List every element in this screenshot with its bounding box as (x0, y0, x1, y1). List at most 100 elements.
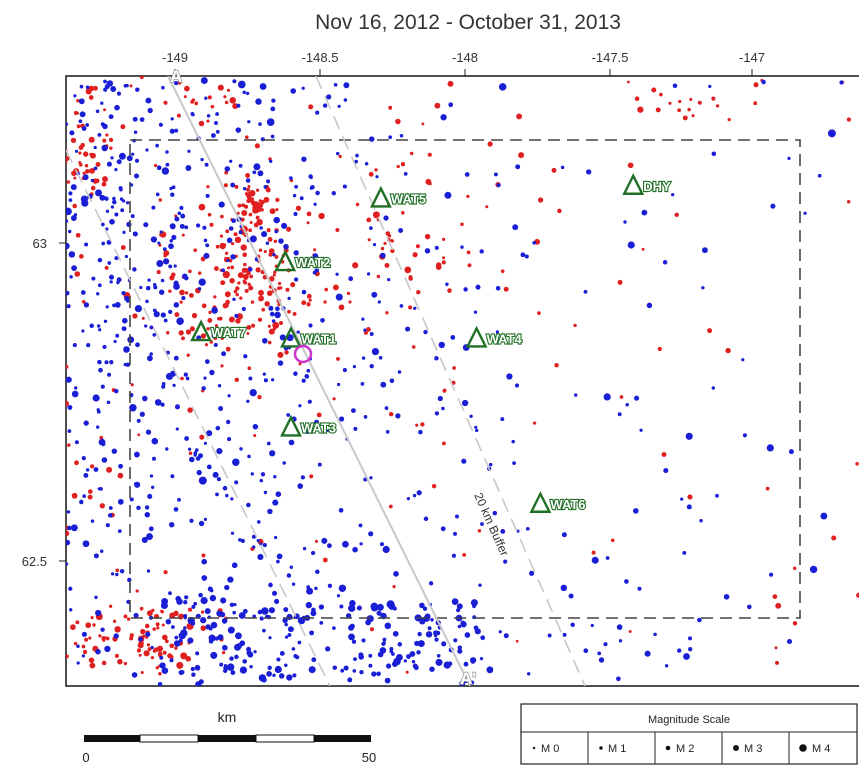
earthquake-event (248, 228, 252, 233)
earthquake-event (123, 83, 128, 88)
earthquake-event (711, 59, 716, 64)
earthquake-event (144, 511, 151, 518)
earthquake-event (161, 167, 170, 175)
earthquake-event (503, 286, 509, 292)
earthquake-event (147, 107, 153, 114)
earthquake-event (464, 632, 471, 638)
scale-min-label: 0 (82, 750, 89, 765)
earthquake-event (246, 399, 250, 403)
earthquake-event (319, 621, 324, 625)
earthquake-event (153, 285, 158, 290)
earthquake-event (176, 598, 183, 605)
earthquake-event (194, 448, 199, 452)
earthquake-event (787, 156, 791, 161)
earthquake-event (144, 505, 150, 510)
earthquake-event (268, 248, 275, 254)
earthquake-event (416, 650, 421, 655)
earthquake-event (170, 192, 175, 197)
earthquake-event (260, 199, 265, 205)
earthquake-event (306, 293, 312, 299)
earthquake-event (180, 224, 185, 229)
earthquake-event (257, 317, 263, 322)
magnitude-label: M 1 (608, 743, 626, 755)
earthquake-event (488, 462, 493, 467)
earthquake-event (138, 640, 144, 646)
earthquake-event (86, 342, 91, 348)
earthquake-event (424, 248, 431, 254)
earthquake-event (267, 340, 272, 345)
earthquake-event (267, 324, 271, 328)
earthquake-event (101, 660, 107, 666)
earthquake-event (316, 412, 322, 418)
earthquake-event (775, 660, 779, 665)
magnitude-label: M 0 (541, 743, 559, 755)
earthquake-event (218, 406, 224, 411)
earthquake-event (206, 185, 210, 189)
earthquake-event (99, 487, 103, 491)
earthquake-event (248, 285, 254, 291)
earthquake-event (247, 282, 251, 287)
earthquake-event (442, 388, 447, 393)
magnitude-symbol (599, 746, 603, 750)
earthquake-event (208, 638, 214, 644)
earthquake-event (105, 133, 109, 137)
earthquake-event (176, 113, 181, 118)
earthquake-event (297, 617, 306, 625)
earthquake-event (81, 631, 87, 637)
earthquake-event (89, 323, 94, 329)
earthquake-event (242, 252, 247, 258)
earthquake-event (358, 652, 364, 658)
earthquake-event (223, 183, 228, 188)
earthquake-event (416, 490, 422, 496)
earthquake-event (496, 183, 501, 188)
earthquake-event (354, 159, 358, 164)
scale-segment (84, 735, 140, 742)
earthquake-event (290, 282, 296, 288)
earthquake-event (272, 673, 276, 677)
earthquake-event (193, 601, 198, 606)
earthquake-event (668, 101, 672, 105)
earthquake-event (241, 306, 246, 312)
earthquake-event (95, 648, 101, 655)
earthquake-event (342, 540, 349, 548)
earthquake-event (215, 129, 220, 134)
earthquake-event (89, 152, 93, 157)
earthquake-event (268, 292, 272, 296)
earthquake-event (268, 582, 273, 588)
earthquake-event (306, 587, 314, 595)
earthquake-event (200, 333, 207, 339)
earthquake-event (176, 317, 184, 325)
earthquake-event (221, 644, 228, 651)
earthquake-event (415, 423, 419, 427)
earthquake-event (277, 351, 284, 358)
stations-layer: WAT5 DHY WAT2 WAT7 WAT1 WAT4 WAT3 WAT6 (190, 173, 672, 513)
earthquake-event (651, 87, 657, 93)
earthquake-event (300, 257, 304, 262)
earthquake-event (110, 572, 115, 576)
earthquake-event (306, 302, 311, 307)
earthquake-event (93, 553, 99, 559)
earthquake-event (155, 143, 159, 148)
earthquake-event (81, 126, 87, 131)
earthquake-event (246, 502, 251, 508)
earthquake-event (144, 623, 150, 629)
events-layer-red (66, 59, 859, 676)
earthquake-event (66, 160, 68, 164)
earthquake-event (405, 326, 411, 332)
earthquake-event (457, 648, 463, 654)
earthquake-event (624, 579, 629, 584)
earthquake-event (226, 258, 230, 263)
earthquake-event (466, 250, 471, 255)
earthquake-event (547, 633, 552, 638)
earthquake-event (226, 266, 231, 270)
earthquake-event (287, 296, 291, 301)
earthquake-event (207, 318, 213, 323)
earthquake-event (274, 665, 282, 674)
earthquake-event (460, 222, 464, 227)
earthquake-event (220, 280, 226, 286)
earthquake-event (246, 187, 250, 192)
earthquake-event (243, 280, 248, 285)
earthquake-event (207, 95, 212, 100)
earthquake-event (336, 594, 341, 598)
